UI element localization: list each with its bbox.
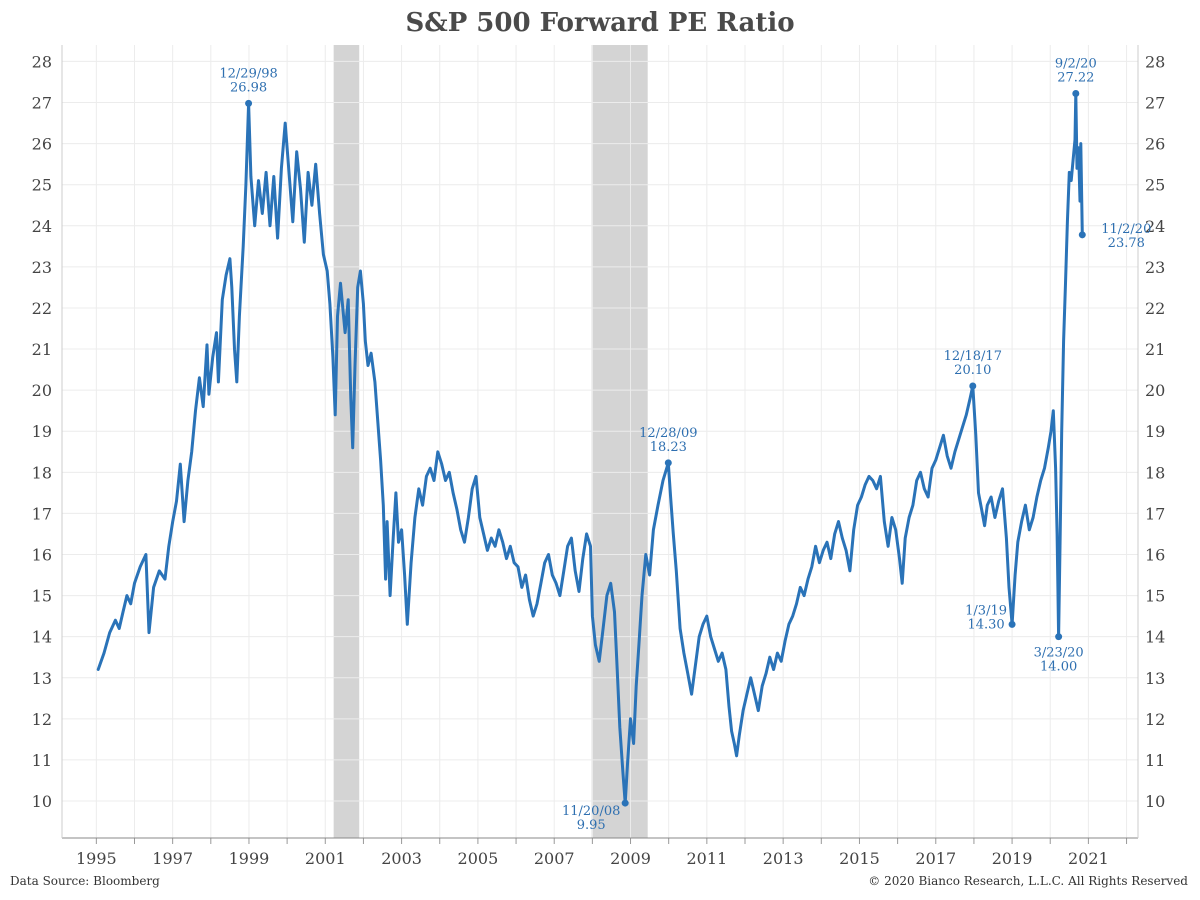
annotation-point <box>1008 620 1016 628</box>
y-tick-label-left: 21 <box>32 340 52 359</box>
chart-title: S&P 500 Forward PE Ratio <box>405 8 795 38</box>
annotation-value: 18.23 <box>650 440 687 455</box>
y-tick-label-left: 18 <box>32 463 52 482</box>
annotation-value: 27.22 <box>1057 70 1094 85</box>
y-tick-label-right: 20 <box>1145 381 1165 400</box>
y-tick-label-right: 18 <box>1145 463 1165 482</box>
annotation-point <box>1078 231 1086 239</box>
annotation-date: 11/20/08 <box>562 804 620 819</box>
annotation-point <box>621 799 629 807</box>
x-tick-label: 2017 <box>915 849 956 868</box>
y-tick-label-left: 26 <box>32 135 52 154</box>
x-tick-label: 2015 <box>839 849 880 868</box>
y-tick-label-right: 27 <box>1145 94 1165 113</box>
y-tick-label-right: 22 <box>1145 299 1165 318</box>
series-layer <box>96 92 1084 805</box>
annotation-date: 1/3/19 <box>965 603 1007 618</box>
y-tick-label-left: 25 <box>32 176 52 195</box>
y-tick-label-left: 24 <box>32 217 52 236</box>
y-tick-label-right: 14 <box>1145 628 1165 647</box>
gridlines <box>62 45 1138 838</box>
annotation-date: 3/23/20 <box>1034 646 1084 661</box>
y-tick-label-right: 10 <box>1145 792 1165 811</box>
y-tick-label-left: 12 <box>32 710 52 729</box>
y-tick-label-left: 28 <box>32 52 52 71</box>
annotation-point <box>245 99 253 107</box>
y-tick-label-right: 21 <box>1145 340 1165 359</box>
annotation-date: 12/18/17 <box>944 349 1002 364</box>
forward-pe-line <box>96 92 1084 805</box>
copyright-note: © 2020 Bianco Research, L.L.C. All Right… <box>868 874 1188 888</box>
annotation-value: 9.95 <box>577 818 606 833</box>
y-tick-label-left: 17 <box>32 504 52 523</box>
y-tick-label-left: 13 <box>32 669 52 688</box>
y-tick-label-right: 28 <box>1145 52 1165 71</box>
y-tick-label-right: 26 <box>1145 135 1165 154</box>
y-tick-label-left: 27 <box>32 94 52 113</box>
y-tick-label-right: 11 <box>1145 751 1165 770</box>
x-tick-label: 2011 <box>686 849 727 868</box>
x-tick-label: 1999 <box>229 849 270 868</box>
annotation-value: 14.00 <box>1040 660 1077 675</box>
x-tick-label: 2009 <box>610 849 651 868</box>
x-tick-label: 2007 <box>534 849 575 868</box>
y-tick-label-left: 20 <box>32 381 52 400</box>
annotation-value: 20.10 <box>954 363 991 378</box>
y-tick-label-left: 16 <box>32 545 52 564</box>
y-tick-label-left: 15 <box>32 587 52 606</box>
annotation-point <box>1055 633 1063 641</box>
annotation-point <box>969 382 977 390</box>
y-tick-label-right: 19 <box>1145 422 1165 441</box>
y-tick-label-left: 23 <box>32 258 52 277</box>
y-tick-label-left: 11 <box>32 751 52 770</box>
annotation-date: 9/2/20 <box>1055 56 1097 71</box>
y-tick-label-right: 13 <box>1145 669 1165 688</box>
y-tick-label-left: 14 <box>32 628 52 647</box>
data-source-note: Data Source: Bloomberg <box>10 874 160 888</box>
x-tick-label: 2003 <box>381 849 422 868</box>
x-tick-label: 1995 <box>76 849 117 868</box>
annotation-point <box>664 459 672 467</box>
annotation-value: 14.30 <box>967 617 1004 632</box>
annotation-date: 12/29/98 <box>219 66 277 81</box>
x-tick-label: 1997 <box>152 849 193 868</box>
y-tick-label-right: 15 <box>1145 587 1165 606</box>
y-tick-label-right: 24 <box>1145 217 1165 236</box>
x-tick-label: 2005 <box>458 849 499 868</box>
x-tick-label: 2001 <box>305 849 346 868</box>
annotation-value: 23.78 <box>1108 236 1145 251</box>
y-tick-label-right: 16 <box>1145 545 1165 564</box>
y-tick-label-right: 17 <box>1145 504 1165 523</box>
y-tick-label-left: 19 <box>32 422 52 441</box>
x-tick-label: 2013 <box>763 849 804 868</box>
annotation-point <box>1072 89 1080 97</box>
annotation-date: 12/28/09 <box>639 426 697 441</box>
y-tick-label-right: 23 <box>1145 258 1165 277</box>
x-tick-label: 2021 <box>1068 849 1109 868</box>
annotation-date: 11/2/20 <box>1101 222 1151 237</box>
y-tick-label-right: 12 <box>1145 710 1165 729</box>
y-tick-label-left: 22 <box>32 299 52 318</box>
x-tick-label: 2019 <box>992 849 1033 868</box>
y-tick-label-left: 10 <box>32 792 52 811</box>
recession-band <box>333 45 360 838</box>
axes: 10 10 11 11 12 12 13 13 14 14 15 15 16 16 17 17 18 18 19 19… <box>32 45 1165 868</box>
annotation-value: 26.98 <box>230 80 267 95</box>
y-tick-label-right: 25 <box>1145 176 1165 195</box>
